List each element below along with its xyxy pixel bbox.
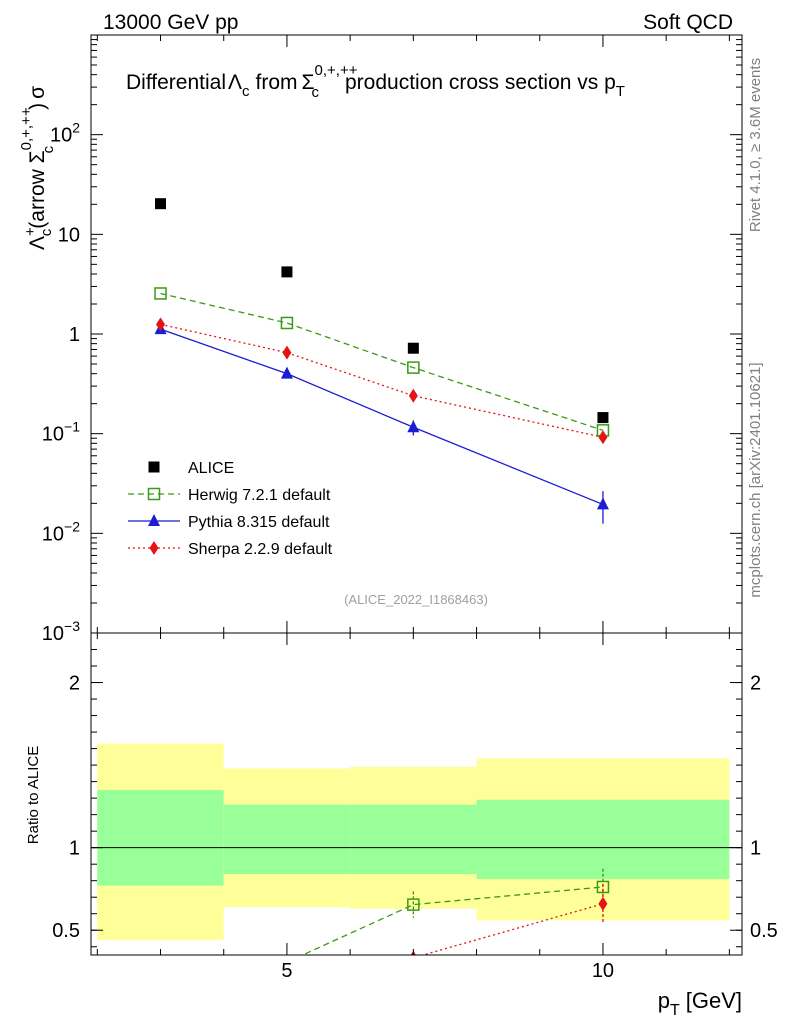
ratio-point (407, 898, 420, 911)
y-tick-label: 10−3 (42, 618, 80, 645)
y-tick-label: 102 (50, 120, 80, 147)
ratio-y-tick-label-right: 0.5 (750, 920, 778, 942)
ratio-point (596, 880, 610, 894)
y-tick-label: 10−2 (42, 518, 80, 545)
legend-marker (148, 514, 160, 526)
ratio-point (156, 996, 165, 1010)
main-series-layer (154, 198, 610, 524)
ratio-line (300, 886, 604, 955)
ratio-uncertainty-bands (97, 743, 730, 941)
data-point (408, 388, 418, 403)
legend-label: Sherpa 2.2.9 default (188, 541, 333, 558)
data-point (155, 198, 167, 210)
legend: ALICE Herwig 7.2.1 default Pythia 8.315 de… (128, 460, 333, 558)
legend-item-herwig: Herwig 7.2.1 default (128, 487, 331, 504)
ratio-y-tick-label: 0.5 (52, 920, 80, 942)
ratio-ylabel: Ratio to ALICE (25, 746, 42, 844)
ratio-band-green (476, 799, 730, 880)
data-point (280, 366, 293, 379)
data-point (407, 342, 419, 354)
data-point (598, 430, 608, 445)
ratio-point (407, 979, 419, 991)
ratio-band-green (350, 804, 477, 875)
header-left: 13000 GeV pp (103, 11, 238, 34)
legend-marker (148, 461, 160, 473)
y-tick-label: 10 (58, 224, 80, 246)
legend-label: Herwig 7.2.1 default (188, 487, 331, 504)
series-line (160, 292, 604, 431)
series-sherpa (156, 317, 608, 445)
ratio-y-tick-label-right: 2 (750, 673, 761, 695)
data-point (280, 316, 294, 330)
series-line (160, 328, 604, 506)
y-tick-label: 1 (69, 324, 80, 346)
data-point (282, 345, 292, 360)
legend-item-pythia: Pythia 8.315 default (128, 514, 330, 531)
data-point (156, 317, 166, 332)
legend-marker (149, 541, 159, 555)
mcplots-label: mcplots.cern.ch [arXiv:2401.10621] (747, 362, 764, 597)
data-point (407, 420, 420, 433)
main-title: DifferentialΛc from Σ0,+,++ c production cro… (126, 62, 625, 101)
ratio-line (420, 903, 604, 955)
ratio-point (155, 986, 166, 997)
x-axis-label: pT [GeV] (658, 988, 742, 1019)
analysis-watermark: (ALICE_2022_I1868463) (344, 592, 488, 607)
ratio-line (161, 986, 603, 1004)
y-tick-label: 10−1 (42, 419, 80, 446)
legend-label: ALICE (188, 460, 234, 477)
ratio-series-layer (155, 868, 610, 1010)
data-point (281, 266, 293, 278)
main-ylabel: Λ+c(arrow Σ0,+,++ c)σ (18, 86, 57, 250)
legend-label: Pythia 8.315 default (188, 514, 330, 531)
rivet-version-label: Rivet 4.1.0, ≥ 3.6M events (747, 58, 764, 232)
ratio-plot-frame (90, 632, 743, 956)
data-point (596, 497, 609, 510)
legend-marker (147, 487, 161, 501)
ratio-point (598, 896, 608, 911)
axes-layer: 102 10 1 10−1 10−2 10−3 5 10 0.5 0.5 1 1 2 2 (42, 35, 778, 982)
ratio-series-pythia (155, 979, 609, 1009)
data-point (597, 412, 609, 424)
series-line (160, 323, 604, 438)
x-tick-label: 5 (281, 960, 292, 982)
ratio-y-tick-label-right: 1 (750, 838, 761, 860)
header-right: Soft QCD (643, 11, 733, 34)
ratio-band-green (97, 789, 224, 886)
ratio-point (281, 990, 293, 1002)
data-point (154, 287, 167, 300)
x-tick-label: 10 (592, 960, 614, 982)
ratio-y-tick-label: 2 (69, 673, 80, 695)
legend-item-alice: ALICE (148, 460, 234, 477)
data-point (407, 361, 420, 374)
ratio-point (282, 980, 291, 994)
ratio-y-tick-label: 1 (69, 838, 80, 860)
series-alice (155, 198, 609, 424)
legend-item-sherpa: Sherpa 2.2.9 default (128, 541, 333, 558)
ratio-point (155, 997, 167, 1009)
ratio-band-green (223, 804, 351, 875)
ratio-point (597, 984, 609, 996)
